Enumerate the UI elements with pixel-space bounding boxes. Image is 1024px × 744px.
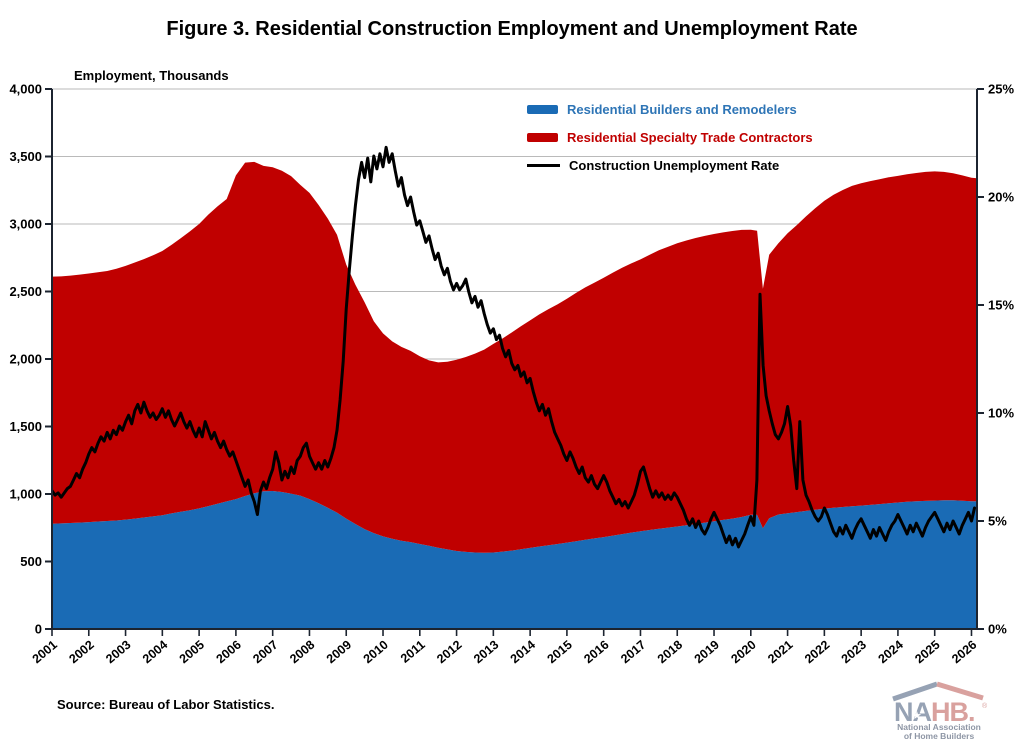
right-axis-tick-label: 25% bbox=[988, 82, 1014, 97]
x-axis-year-label: 2022 bbox=[802, 638, 832, 667]
stacked-areas bbox=[52, 161, 977, 629]
x-axis-year-label: 2020 bbox=[728, 638, 758, 667]
legend-label-builders: Residential Builders and Remodelers bbox=[567, 101, 797, 117]
left-axis-tick-label: 4,000 bbox=[9, 82, 42, 97]
right-axis-tick-label: 20% bbox=[988, 190, 1014, 205]
left-axis-tick-label: 2,000 bbox=[9, 352, 42, 367]
legend-item-specialty: Residential Specialty Trade Contractors bbox=[527, 128, 813, 146]
x-axis-year-label: 2017 bbox=[618, 638, 648, 667]
left-axis-tick-label: 500 bbox=[20, 554, 42, 569]
left-axis-tick-label: 0 bbox=[35, 622, 42, 637]
source-note: Source: Bureau of Labor Statistics. bbox=[57, 697, 275, 712]
x-axis-year-label: 2026 bbox=[949, 638, 979, 667]
unemployment-rate-line bbox=[52, 145, 976, 549]
legend-swatch-line bbox=[527, 163, 560, 167]
x-axis-year-label: 2006 bbox=[214, 638, 244, 667]
x-axis-year-label: 2001 bbox=[30, 638, 60, 667]
x-axis-year-label: 2019 bbox=[692, 638, 722, 667]
right-axis-tick-label: 0% bbox=[988, 622, 1007, 637]
left-axis-tick-label: 1,000 bbox=[9, 487, 42, 502]
x-axis-year-label: 2008 bbox=[287, 638, 317, 667]
chart-legend: Residential Builders and Remodelers Resi… bbox=[527, 100, 813, 184]
right-axis-tick-label: 15% bbox=[988, 298, 1014, 313]
x-axis-year-label: 2018 bbox=[655, 638, 685, 667]
left-axis-tick-label: 1,500 bbox=[9, 419, 42, 434]
logo-caption-line1: National Association bbox=[897, 722, 981, 732]
left-axis-tick-label: 2,500 bbox=[9, 284, 42, 299]
x-axis-year-label: 2024 bbox=[876, 638, 906, 667]
figure-title: Figure 3. Residential Construction Emplo… bbox=[166, 18, 858, 40]
x-axis-year-label: 2005 bbox=[177, 638, 207, 667]
legend-swatch-red bbox=[527, 132, 558, 142]
legend-swatch-blue bbox=[527, 104, 558, 114]
right-axis-tick-label: 10% bbox=[988, 406, 1014, 421]
left-axis-tick-label: 3,500 bbox=[9, 149, 42, 164]
x-axis-year-label: 2009 bbox=[324, 638, 354, 667]
x-axis-year-label: 2025 bbox=[912, 638, 942, 667]
area-specialty-trade bbox=[52, 161, 977, 553]
legend-item-unemployment: Construction Unemployment Rate bbox=[527, 156, 813, 174]
x-axis-year-label: 2007 bbox=[250, 638, 280, 667]
x-axis-year-label: 2004 bbox=[140, 638, 170, 667]
logo-roof-left bbox=[892, 681, 938, 702]
nahb-logo: NAHB. ® ★ National Association of Home B… bbox=[889, 680, 991, 742]
registered-mark-icon: ® bbox=[982, 702, 988, 710]
x-axis-year-label: 2016 bbox=[581, 638, 611, 667]
logo-wordmark: NAHB. bbox=[894, 697, 975, 727]
left-axis-unit-label: Employment, Thousands bbox=[74, 68, 229, 83]
logo-roof-right bbox=[936, 681, 984, 701]
area-residential-builders bbox=[52, 491, 977, 629]
x-axis-year-label: 2023 bbox=[839, 638, 869, 667]
x-axis-year-label: 2002 bbox=[66, 638, 96, 667]
right-axis-tick-label: 5% bbox=[988, 514, 1007, 529]
left-axis-tick-label: 3,000 bbox=[9, 217, 42, 232]
legend-label-unemployment: Construction Unemployment Rate bbox=[569, 157, 780, 173]
legend-item-builders: Residential Builders and Remodelers bbox=[527, 100, 813, 118]
nahb-logo-graphic: NAHB. ® ★ National Association of Home B… bbox=[892, 681, 988, 741]
x-axis-year-label: 2003 bbox=[103, 638, 133, 667]
x-axis-year-label: 2021 bbox=[765, 638, 795, 667]
x-axis-year-label: 2014 bbox=[508, 638, 538, 667]
legend-label-specialty: Residential Specialty Trade Contractors bbox=[567, 129, 813, 145]
star-icon: ★ bbox=[912, 710, 922, 722]
logo-caption-line2: of Home Builders bbox=[904, 731, 975, 741]
x-axis-year-label: 2010 bbox=[361, 638, 391, 667]
x-axis-year-label: 2013 bbox=[471, 638, 501, 667]
x-axis-year-label: 2015 bbox=[545, 638, 575, 667]
x-axis-year-label: 2011 bbox=[398, 638, 428, 666]
x-axis-year-label: 2012 bbox=[434, 638, 464, 667]
